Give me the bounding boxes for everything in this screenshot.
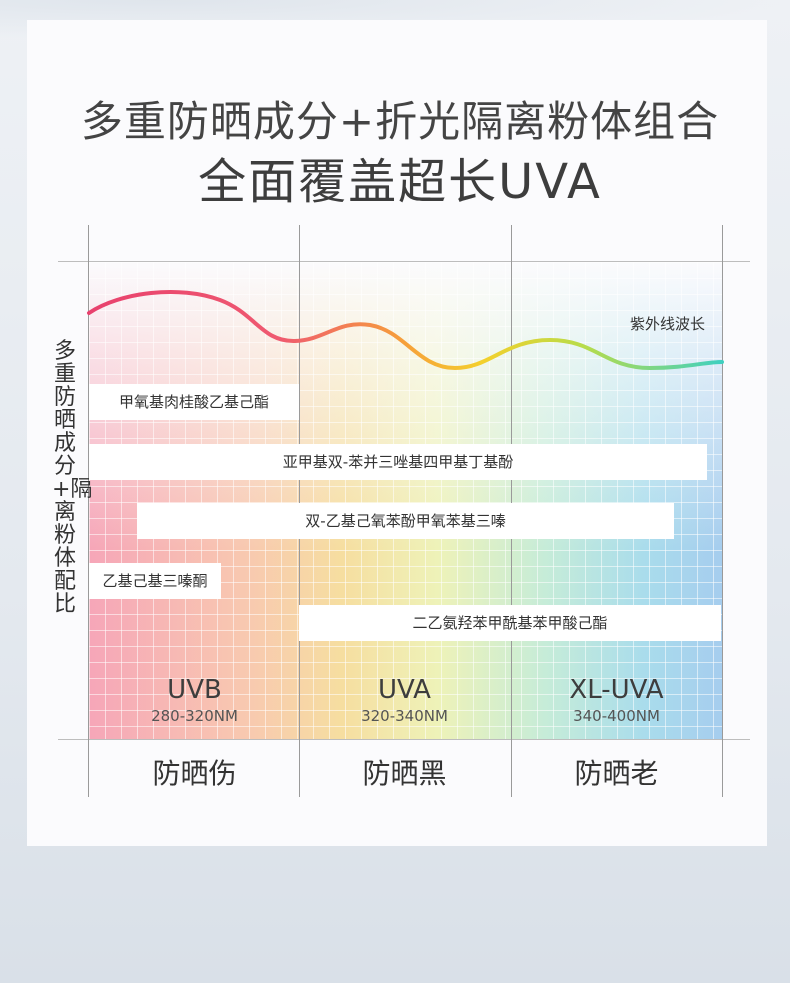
band-xl-uva: XL-UVA 340-400NM bbox=[511, 675, 722, 725]
ingredient-bar-3: 双-乙基己氧苯酚甲氧苯基三嗪 bbox=[137, 503, 674, 539]
ingredient-bar-4: 乙基己基三嗪酮 bbox=[89, 563, 221, 599]
band-divider-1 bbox=[88, 225, 89, 797]
chart-bottom-rule bbox=[58, 739, 750, 740]
effect-xl-uva: 防晒老 bbox=[574, 757, 659, 790]
band-name: XL-UVA bbox=[569, 675, 664, 705]
band-range: 320-340NM bbox=[361, 707, 448, 725]
band-range: 340-400NM bbox=[573, 707, 660, 725]
band-name: UVA bbox=[378, 675, 431, 705]
wave-label: 紫外线波长 bbox=[630, 315, 706, 333]
band-divider-4 bbox=[722, 225, 723, 797]
chart-top-rule bbox=[58, 261, 750, 262]
effect-uva: 防晒黑 bbox=[362, 757, 447, 790]
ingredient-bar-1: 甲氧基肉桂酸乙基己酯 bbox=[89, 384, 299, 420]
headline-line-1: 多重防晒成分+折光隔离粉体组合 bbox=[80, 97, 720, 146]
band-uva: UVA 320-340NM bbox=[299, 675, 510, 725]
ingredient-bar-2: 亚甲基双-苯并三唑基四甲基丁基酚 bbox=[89, 444, 707, 480]
band-range: 280-320NM bbox=[151, 707, 238, 725]
band-uvb: UVB 280-320NM bbox=[89, 675, 300, 725]
band-name: UVB bbox=[167, 675, 222, 705]
ingredient-bar-5: 二乙氨羟苯甲酰基苯甲酸己酯 bbox=[299, 605, 721, 641]
headline-line-2: 全面覆盖超长UVA bbox=[198, 154, 602, 210]
y-axis-label: 多重防晒成分+隔离粉体配比 bbox=[52, 339, 93, 617]
effect-uvb: 防晒伤 bbox=[152, 757, 237, 790]
